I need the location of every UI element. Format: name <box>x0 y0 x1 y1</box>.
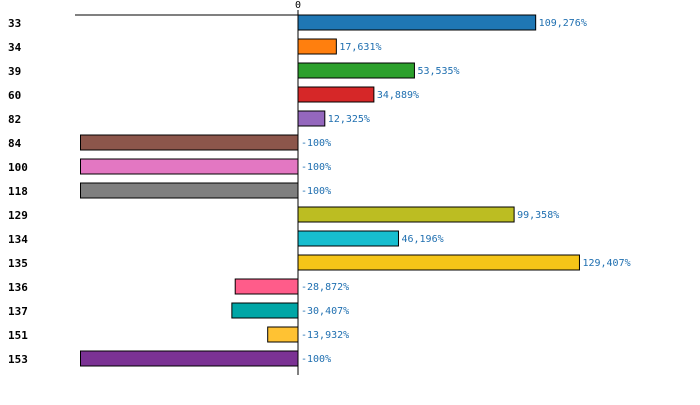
bar-60 <box>297 86 375 103</box>
value-label-82: 12,325% <box>328 114 370 125</box>
value-label-84: -100% <box>301 138 331 149</box>
bar-137 <box>231 302 299 319</box>
category-label-118: 118 <box>8 185 28 198</box>
value-label-135: 129,407% <box>582 258 630 269</box>
category-label-60: 60 <box>8 89 21 102</box>
category-label-100: 100 <box>8 161 28 174</box>
value-label-134: 46,196% <box>401 234 443 245</box>
value-label-137: -30,407% <box>301 306 349 317</box>
value-label-60: 34,889% <box>377 90 419 101</box>
category-label-153: 153 <box>8 353 28 366</box>
value-label-39: 53,535% <box>417 66 459 77</box>
value-label-153: -100% <box>301 354 331 365</box>
category-label-34: 34 <box>8 41 22 54</box>
value-label-34: 17,631% <box>339 42 381 53</box>
category-label-137: 137 <box>8 305 28 318</box>
bar-84 <box>80 134 299 151</box>
value-label-33: 109,276% <box>539 18 587 29</box>
bar-100 <box>80 158 299 175</box>
bars-group: 33 109,276% 34 17,631% 39 53,535% 60 34,889% 82 1… <box>8 14 631 367</box>
category-label-151: 151 <box>8 329 28 342</box>
bar-34 <box>297 38 337 55</box>
category-label-39: 39 <box>8 65 21 78</box>
value-label-151: -13,932% <box>301 330 349 341</box>
bar-118 <box>80 182 299 199</box>
bar-33 <box>297 14 537 31</box>
value-label-136: -28,872% <box>301 282 349 293</box>
category-label-33: 33 <box>8 17 21 30</box>
bar-39 <box>297 62 415 79</box>
bar-129 <box>297 206 515 223</box>
bar-151 <box>267 326 299 343</box>
value-label-100: -100% <box>301 162 331 173</box>
category-label-136: 136 <box>8 281 28 294</box>
zero-tick-label: 0 <box>295 0 301 11</box>
bar-136 <box>234 278 299 295</box>
value-label-118: -100% <box>301 186 331 197</box>
category-label-82: 82 <box>8 113 21 126</box>
bar-82 <box>297 110 326 127</box>
category-label-134: 134 <box>8 233 28 246</box>
value-label-129: 99,358% <box>517 210 559 221</box>
category-label-135: 135 <box>8 257 28 270</box>
category-label-129: 129 <box>8 209 28 222</box>
bar-134 <box>297 230 399 247</box>
bar-135 <box>297 254 580 271</box>
bar-153 <box>80 350 299 367</box>
category-label-84: 84 <box>8 137 22 150</box>
